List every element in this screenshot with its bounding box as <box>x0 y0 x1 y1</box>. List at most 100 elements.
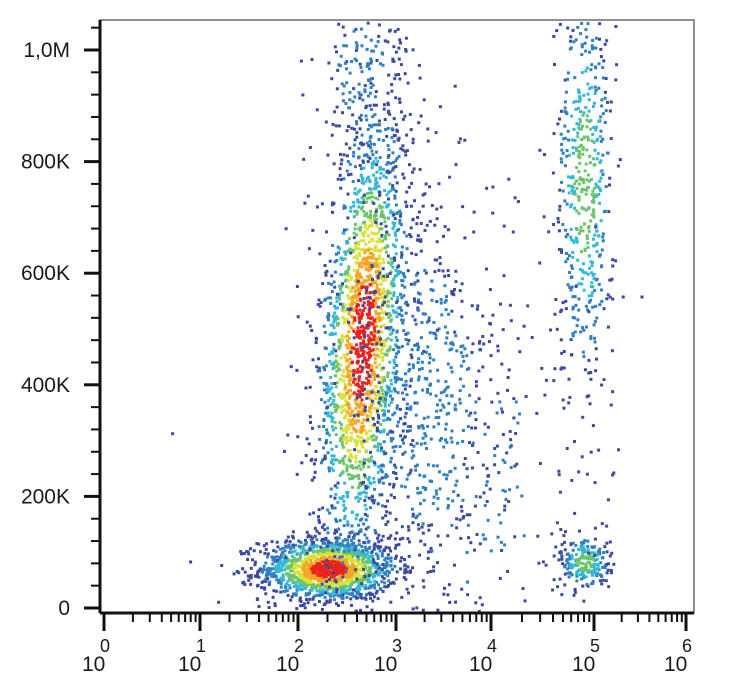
data-point <box>428 383 432 387</box>
data-point <box>376 374 380 378</box>
data-point <box>322 553 326 557</box>
data-point <box>395 181 399 185</box>
data-point <box>328 388 332 392</box>
data-point <box>342 306 346 309</box>
data-point <box>576 563 580 567</box>
data-point <box>580 577 583 581</box>
data-point <box>367 381 371 385</box>
data-point <box>404 411 408 415</box>
data-point <box>346 160 350 163</box>
data-point <box>379 423 383 426</box>
data-point <box>559 109 563 113</box>
data-point <box>312 555 316 558</box>
data-point <box>609 403 613 407</box>
data-point <box>328 259 332 263</box>
data-point <box>371 83 375 87</box>
data-point <box>584 568 588 572</box>
data-point <box>327 577 331 581</box>
data-point <box>346 410 350 414</box>
data-point <box>419 301 423 305</box>
data-point <box>362 341 366 345</box>
data-point <box>355 210 359 214</box>
data-point <box>389 382 393 386</box>
data-point <box>349 438 352 442</box>
data-point <box>359 608 363 612</box>
data-point <box>341 445 345 449</box>
data-point <box>383 409 386 413</box>
data-point <box>361 159 365 163</box>
data-point <box>365 376 369 380</box>
data-point <box>315 549 319 553</box>
data-point <box>299 59 303 63</box>
data-point <box>443 300 447 304</box>
data-point <box>409 443 413 446</box>
data-point <box>327 566 331 569</box>
data-point <box>276 564 280 568</box>
data-point <box>320 592 324 596</box>
data-point <box>363 578 366 582</box>
data-point <box>362 301 366 305</box>
data-point <box>591 580 595 583</box>
data-point <box>430 298 434 302</box>
data-point <box>387 546 391 550</box>
data-point <box>339 533 343 537</box>
data-point <box>307 247 311 251</box>
data-point <box>577 198 581 202</box>
data-point <box>265 568 269 572</box>
data-point <box>394 472 398 475</box>
data-point <box>354 568 358 572</box>
data-point <box>399 147 403 151</box>
data-point <box>366 370 369 374</box>
data-point <box>583 222 586 226</box>
data-point <box>354 460 358 464</box>
data-point <box>543 393 547 397</box>
data-point <box>302 547 306 551</box>
data-point <box>359 27 363 31</box>
data-point <box>456 441 460 445</box>
data-point <box>317 549 321 553</box>
data-point <box>307 442 311 446</box>
data-point <box>362 457 366 461</box>
data-point <box>367 275 370 279</box>
data-point <box>367 496 371 500</box>
data-point <box>311 536 314 540</box>
data-point <box>323 541 327 545</box>
data-point <box>309 575 313 579</box>
data-point <box>313 603 317 607</box>
data-point <box>377 355 381 359</box>
data-point <box>580 282 584 286</box>
data-point <box>391 243 395 247</box>
data-point <box>607 585 611 589</box>
data-point <box>416 491 420 495</box>
data-point <box>386 289 390 293</box>
data-point <box>395 156 399 160</box>
data-point <box>350 126 354 130</box>
data-point <box>602 378 606 382</box>
data-point <box>342 499 346 503</box>
data-point <box>381 267 385 271</box>
data-point <box>344 102 348 105</box>
data-point <box>606 568 610 572</box>
data-point <box>270 540 274 544</box>
data-point <box>421 486 425 489</box>
data-point <box>349 435 353 439</box>
data-point <box>374 44 378 48</box>
data-point <box>424 350 428 354</box>
data-point <box>368 263 372 267</box>
data-point <box>407 362 411 366</box>
data-point <box>343 516 347 520</box>
data-point <box>476 304 480 308</box>
data-point <box>357 580 361 584</box>
data-point <box>346 339 350 343</box>
data-point <box>399 292 402 296</box>
data-point <box>507 368 511 372</box>
data-point <box>578 561 582 565</box>
data-point <box>369 450 372 454</box>
data-point <box>594 278 598 282</box>
data-point <box>373 378 377 382</box>
data-point <box>346 520 350 524</box>
data-point <box>515 485 519 489</box>
data-point <box>444 341 448 345</box>
data-point <box>438 470 441 474</box>
data-point <box>358 562 362 566</box>
